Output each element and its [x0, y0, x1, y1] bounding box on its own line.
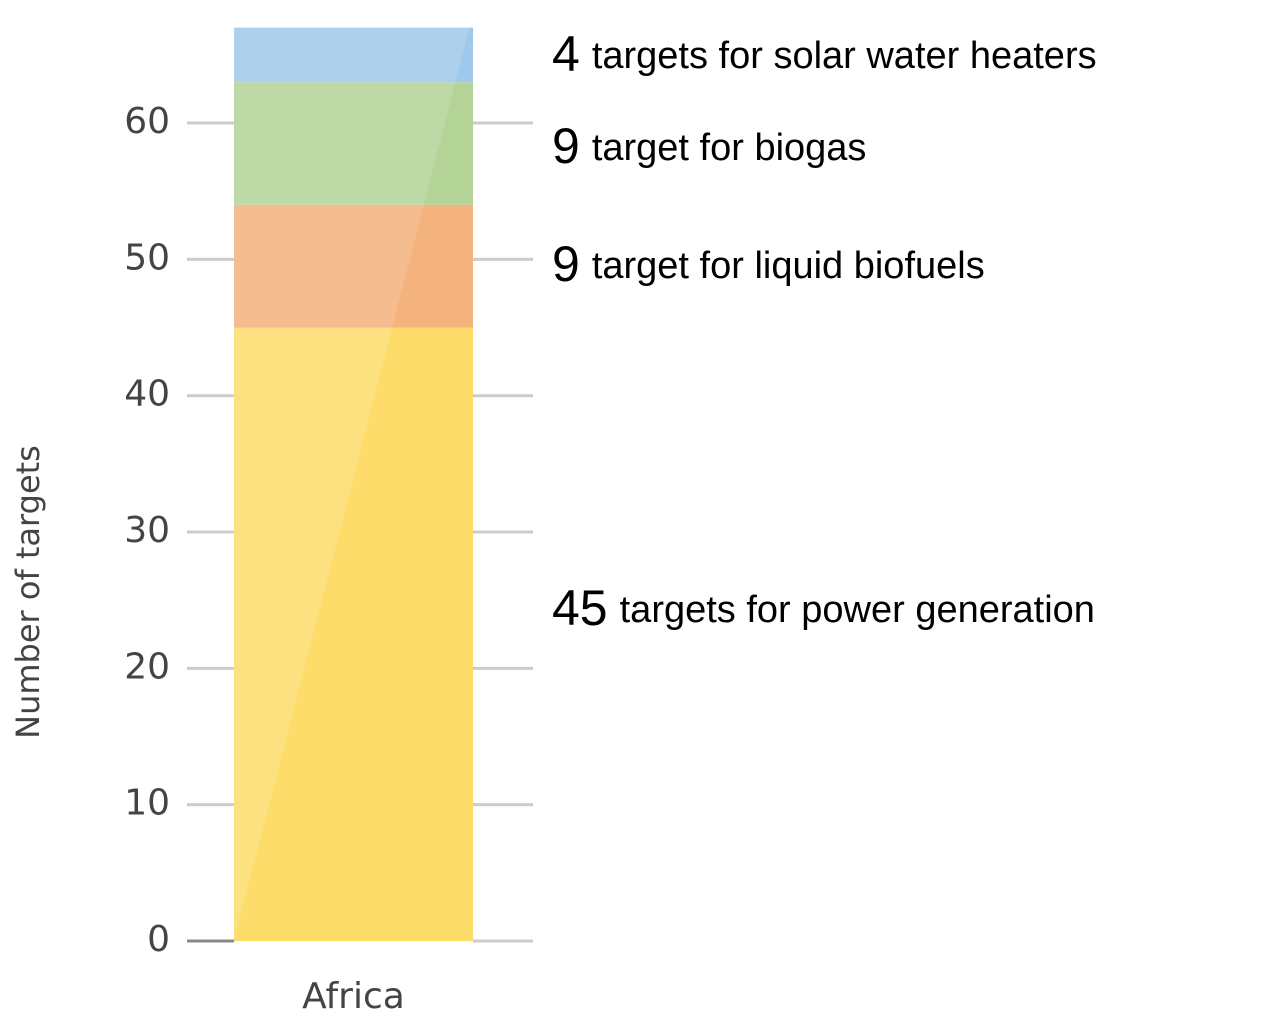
y-tick-label: 20 [124, 646, 170, 687]
legend-label: targets for power generation [620, 589, 1095, 631]
bar-segment [234, 82, 473, 205]
x-tick-label: Africa [302, 976, 405, 1013]
y-tick-label: 60 [124, 101, 170, 142]
y-axis-label: Number of targets [9, 445, 47, 739]
data-label: 9 [552, 236, 580, 292]
y-tick-label: 10 [124, 783, 170, 824]
legend-label: target for biogas [592, 127, 867, 169]
annotation: 4 targets for solar water heaters [552, 26, 1097, 82]
bar-segment [234, 204, 473, 328]
legend-label: target for liquid biofuels [592, 245, 985, 287]
data-label: 4 [552, 26, 580, 82]
y-tick-label: 40 [124, 374, 170, 415]
bar-segment [234, 327, 473, 941]
data-label: 45 [552, 580, 608, 636]
bar-shading [234, 14, 473, 941]
y-tick-label: 30 [124, 510, 170, 551]
y-tick-label: 0 [147, 919, 170, 960]
annotation: 45 targets for power generation [552, 580, 1095, 636]
y-tick-label: 50 [124, 237, 170, 278]
data-label: 9 [552, 118, 580, 174]
bar-segment [234, 27, 473, 83]
legend-label: targets for solar water heaters [592, 35, 1097, 77]
annotation: 9 target for liquid biofuels [552, 236, 985, 292]
annotation: 9 target for biogas [552, 118, 866, 174]
